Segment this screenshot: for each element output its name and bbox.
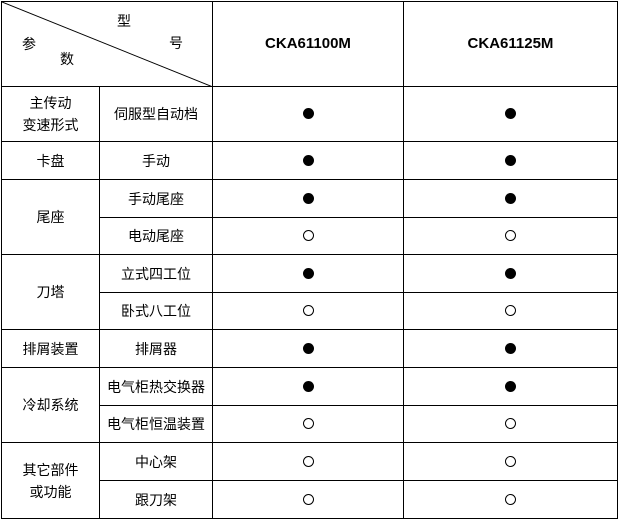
corner-bottom-text: 数 bbox=[60, 51, 74, 67]
value-cell bbox=[403, 86, 618, 142]
empty-circle-icon bbox=[302, 305, 314, 316]
value-cell bbox=[212, 442, 404, 481]
table-row: 卡盘 手动 bbox=[1, 141, 618, 180]
filled-circle-icon bbox=[505, 192, 516, 204]
corner-right-text: 号 bbox=[169, 35, 183, 51]
value-cell bbox=[403, 254, 618, 293]
empty-circle-icon bbox=[302, 455, 314, 467]
item-name-cell: 跟刀架 bbox=[99, 480, 213, 519]
value-cell bbox=[212, 179, 404, 218]
category-cell: 冷却系统 bbox=[1, 367, 100, 443]
filled-circle-icon bbox=[505, 342, 516, 354]
category-cell: 其它部件 或功能 bbox=[1, 442, 100, 519]
item-name-cell: 电动尾座 bbox=[99, 217, 213, 255]
filled-circle-icon bbox=[505, 108, 516, 119]
filled-circle-icon bbox=[302, 154, 314, 166]
table-row: 尾座 手动尾座 bbox=[1, 179, 618, 255]
category-cell: 卡盘 bbox=[1, 141, 100, 180]
filled-circle-icon bbox=[302, 342, 314, 354]
table-row: 跟刀架 bbox=[2, 480, 618, 519]
value-cell bbox=[212, 367, 404, 406]
corner-header: 型 号 参 数 bbox=[1, 1, 213, 87]
item-name-cell: 立式四工位 bbox=[99, 254, 213, 293]
value-cell bbox=[212, 141, 404, 180]
filled-circle-icon bbox=[302, 267, 314, 279]
filled-circle-icon bbox=[505, 154, 516, 166]
empty-circle-icon bbox=[505, 418, 516, 429]
item-name-cell: 伺服型自动档 bbox=[99, 86, 213, 142]
empty-circle-icon bbox=[505, 493, 516, 505]
value-cell bbox=[212, 480, 404, 519]
corner-left-text: 参 bbox=[22, 36, 36, 52]
empty-circle-icon bbox=[505, 455, 516, 467]
filled-circle-icon bbox=[505, 380, 516, 392]
value-cell bbox=[403, 141, 618, 180]
table-row: 主传动 变速形式 伺服型自动档 bbox=[1, 86, 618, 142]
filled-circle-icon bbox=[302, 192, 314, 204]
value-cell bbox=[403, 405, 618, 443]
model-header-2: CKA61125M bbox=[403, 1, 618, 87]
item-name-cell: 排屑器 bbox=[99, 329, 213, 368]
table-row: 其它部件 或功能 中心架 bbox=[1, 442, 618, 519]
filled-circle-icon bbox=[302, 108, 314, 119]
table-row: 冷却系统 电气柜热交换器 bbox=[1, 367, 618, 443]
value-cell bbox=[212, 254, 404, 293]
category-cell: 刀塔 bbox=[1, 254, 100, 330]
filled-circle-icon bbox=[505, 267, 516, 279]
table-row: 卧式八工位 bbox=[2, 292, 618, 330]
value-cell bbox=[403, 480, 618, 519]
empty-circle-icon bbox=[302, 493, 314, 505]
value-cell bbox=[403, 367, 618, 406]
value-cell bbox=[212, 217, 404, 255]
empty-circle-icon bbox=[302, 418, 314, 429]
value-cell bbox=[403, 292, 618, 330]
value-cell bbox=[403, 329, 618, 368]
empty-circle-icon bbox=[505, 230, 516, 241]
item-name-cell: 电气柜热交换器 bbox=[99, 367, 213, 406]
value-cell bbox=[212, 329, 404, 368]
table-row: 刀塔 立式四工位 bbox=[1, 254, 618, 330]
item-name-cell: 手动尾座 bbox=[99, 179, 213, 218]
empty-circle-icon bbox=[505, 305, 516, 316]
value-cell bbox=[403, 179, 618, 218]
value-cell bbox=[212, 86, 404, 142]
filled-circle-icon bbox=[302, 380, 314, 392]
value-cell bbox=[403, 217, 618, 255]
corner-top-text: 型 bbox=[117, 13, 131, 29]
item-name-cell: 中心架 bbox=[99, 442, 213, 481]
category-cell: 主传动 变速形式 bbox=[1, 86, 100, 142]
value-cell bbox=[403, 442, 618, 481]
item-name-cell: 卧式八工位 bbox=[99, 292, 213, 330]
table-row: 排屑装置 排屑器 bbox=[1, 329, 618, 368]
category-cell: 尾座 bbox=[1, 179, 100, 255]
value-cell bbox=[212, 292, 404, 330]
item-name-cell: 手动 bbox=[99, 141, 213, 180]
diagonal-line bbox=[2, 2, 213, 87]
value-cell bbox=[212, 405, 404, 443]
category-cell: 排屑装置 bbox=[1, 329, 100, 368]
model-header-1: CKA61100M bbox=[212, 1, 404, 87]
item-name-cell: 电气柜恒温装置 bbox=[99, 405, 213, 443]
empty-circle-icon bbox=[302, 230, 314, 241]
